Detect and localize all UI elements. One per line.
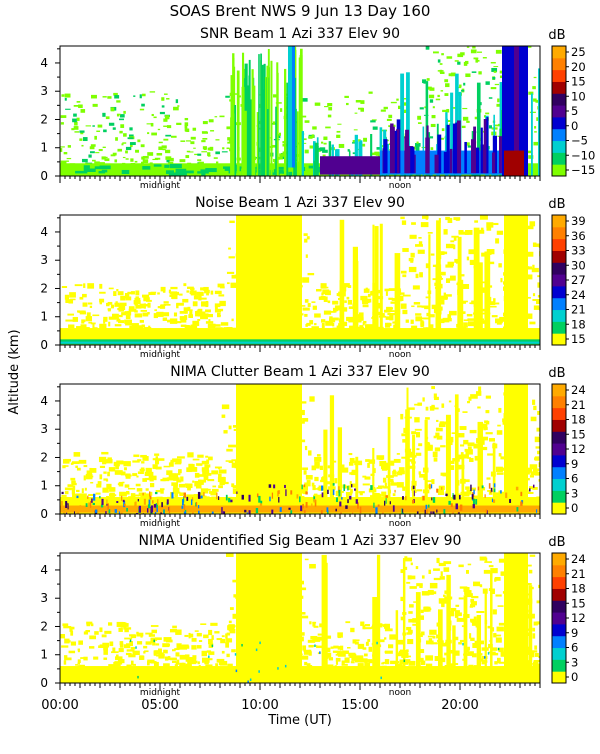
- colorbar-unit: dB: [548, 197, 565, 212]
- colorbar-tick-label: 15: [571, 427, 586, 441]
- colorbar-tick-label: 9: [571, 457, 578, 471]
- colorbar-tick-label: 12: [571, 611, 586, 625]
- x-tick-label: 15:00: [341, 698, 378, 713]
- colorbar-tick-label: 24: [571, 288, 586, 302]
- x-tick-label: 10:00: [241, 698, 278, 713]
- colorbar-tick-label: −5: [571, 134, 588, 148]
- colorbar-tick-label: 15: [571, 596, 586, 610]
- y-tick-label: 2: [40, 450, 48, 464]
- noon-marker: noon: [389, 688, 411, 698]
- colorbar-unit: dB: [548, 535, 565, 550]
- y-tick-label: 2: [40, 281, 48, 295]
- y-tick-label: 0: [40, 338, 48, 352]
- y-tick-label: 3: [40, 591, 48, 605]
- colorbar-tick-label: 6: [571, 472, 578, 486]
- y-tick-label: 4: [40, 563, 48, 577]
- y-tick-label: 2: [40, 112, 48, 126]
- colorbar-tick-label: 21: [571, 303, 586, 317]
- y-tick-label: 1: [40, 479, 48, 493]
- colorbar-tick-label: 30: [571, 258, 586, 272]
- colorbar-unit: dB: [548, 28, 565, 43]
- colorbar-unit: dB: [548, 366, 565, 381]
- colorbar-tick-label: 24: [571, 383, 586, 397]
- colorbar-tick-label: 18: [571, 582, 586, 596]
- midnight-marker: midnight: [140, 181, 181, 191]
- heatmap-field: [60, 215, 545, 350]
- colorbar-tick-label: 10: [571, 89, 586, 103]
- y-tick-label: 1: [40, 310, 48, 324]
- panel-title: SNR Beam 1 Azi 337 Elev 90: [200, 26, 400, 42]
- colorbar-tick-label: 9: [571, 626, 578, 640]
- panel-4: NIMA Unidentified Sig Beam 1 Azi 337 Ele…: [40, 533, 585, 698]
- colorbar-tick-label: 6: [571, 641, 578, 655]
- colorbar-tick-label: 18: [571, 317, 586, 331]
- heatmap-field: [60, 553, 547, 688]
- y-tick-label: 3: [40, 253, 48, 267]
- y-tick-label: 3: [40, 422, 48, 436]
- panel-title: NIMA Clutter Beam 1 Azi 337 Elev 90: [170, 364, 430, 380]
- colorbar-tick-label: 3: [571, 486, 578, 500]
- noon-marker: noon: [389, 181, 411, 191]
- colorbar-tick-label: 18: [571, 413, 586, 427]
- colorbar-tick-label: 36: [571, 229, 586, 243]
- panel-3: NIMA Clutter Beam 1 Azi 337 Elev 9001234…: [40, 364, 585, 529]
- colorbar-tick-label: 33: [571, 244, 586, 258]
- midnight-marker: midnight: [140, 350, 181, 360]
- colorbar-tick-label: 25: [571, 45, 586, 59]
- colorbar-tick-label: 21: [571, 398, 586, 412]
- colorbar-tick-label: 0: [571, 670, 578, 684]
- noon-marker: noon: [389, 519, 411, 529]
- x-tick-label: 05:00: [141, 698, 178, 713]
- heatmap-field: [60, 384, 546, 520]
- figure-title: SOAS Brent NWS 9 Jun 13 Day 160: [170, 2, 431, 20]
- x-tick-label: 00:00: [41, 698, 78, 713]
- y-tick-label: 4: [40, 56, 48, 70]
- y-tick-label: 4: [40, 394, 48, 408]
- midnight-marker: midnight: [140, 519, 181, 529]
- colorbar-tick-label: 12: [571, 442, 586, 456]
- colorbar-tick-label: 20: [571, 60, 586, 74]
- colorbar-tick-label: 15: [571, 75, 586, 89]
- colorbar-tick-label: 39: [571, 214, 586, 228]
- colorbar-tick-label: 3: [571, 655, 578, 669]
- y-tick-label: 1: [40, 648, 48, 662]
- x-axis-label: Time (UT): [267, 713, 332, 728]
- colorbar-tick-label: 24: [571, 552, 586, 566]
- colorbar-tick-label: 27: [571, 273, 586, 287]
- colorbar-tick-label: 21: [571, 567, 586, 581]
- y-tick-label: 0: [40, 676, 48, 690]
- y-axis-label: Altitude (km): [7, 329, 22, 414]
- panel-1: SNR Beam 1 Azi 337 Elev 90 0 1 2 3 4 midnight n…: [40, 26, 595, 191]
- colorbar-tick-label: −15: [571, 163, 595, 177]
- panel-2: Noise Beam 1 Azi 337 Elev 90 0 1 2 3 4 midnigh…: [40, 195, 585, 360]
- colorbar-tick-label: 0: [571, 501, 578, 515]
- y-tick-label: 0: [40, 507, 48, 521]
- y-tick-label: 0: [40, 169, 48, 183]
- colorbar-tick-label: 0: [571, 119, 578, 133]
- y-tick-label: 2: [40, 619, 48, 633]
- panel-title: Noise Beam 1 Azi 337 Elev 90: [195, 195, 405, 211]
- noon-marker: noon: [389, 350, 411, 360]
- y-tick-label: 4: [40, 225, 48, 239]
- midnight-marker: midnight: [140, 688, 181, 698]
- y-tick-label: 3: [40, 84, 48, 98]
- colorbar-tick-label: −10: [571, 148, 595, 162]
- panel-title: NIMA Unidentified Sig Beam 1 Azi 337 Ele…: [139, 533, 462, 549]
- x-tick-label: 20:00: [441, 698, 478, 713]
- colorbar-tick-label: 15: [571, 332, 586, 346]
- colorbar-tick-label: 5: [571, 104, 578, 118]
- heatmap-field: [60, 46, 543, 180]
- y-tick-label: 1: [40, 141, 48, 155]
